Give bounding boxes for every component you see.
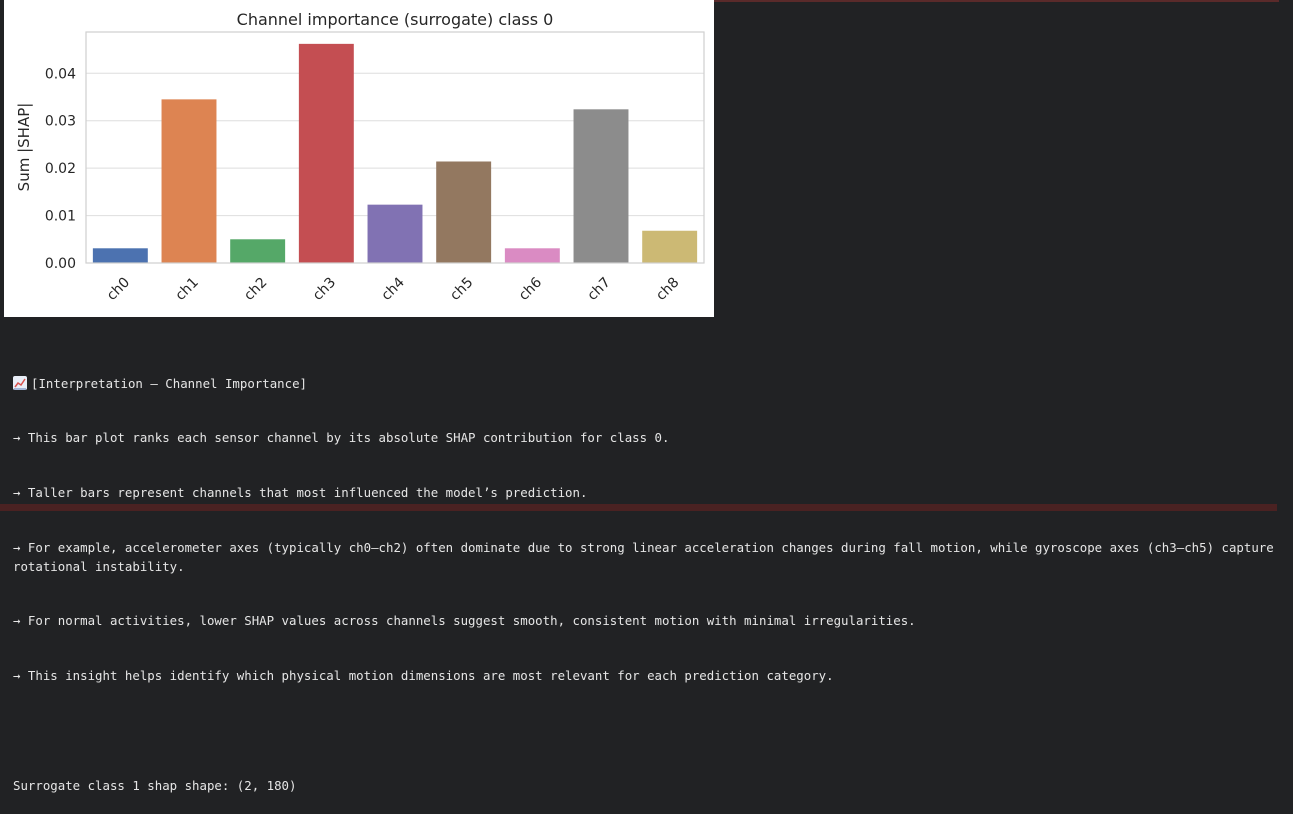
chart-figure: 0.00 0.01 0.02 0.03 0.04 ch0 ch1 ch2 ch3 ch4 ch5 c… xyxy=(4,0,714,317)
bar-ch1 xyxy=(161,99,217,263)
output-line: → For example, accelerometer axes (typic… xyxy=(13,540,1282,574)
x-tick-label: ch4 xyxy=(378,274,407,303)
plot-frame xyxy=(85,31,705,264)
interpretation-heading: [Interpretation – Channel Importance] xyxy=(13,375,1278,393)
y-tick-label: 0.01 xyxy=(45,209,76,225)
shap-shape-line: Surrogate class 1 shap shape: (2, 180) xyxy=(13,778,297,794)
x-tick-label: ch2 xyxy=(241,275,270,304)
output-line: → This insight helps identify which phys… xyxy=(13,668,834,684)
cell-output: [Interpretation – Channel Importance] → … xyxy=(13,338,1278,814)
interpretation-heading-text: [Interpretation – Channel Importance] xyxy=(31,375,308,391)
bar-ch3 xyxy=(298,43,354,264)
output-line: → This bar plot ranks each sensor channe… xyxy=(13,430,670,446)
x-tick-label: ch6 xyxy=(516,274,545,303)
chart-increasing-icon xyxy=(13,375,27,390)
output-line: → For normal activities, lower SHAP valu… xyxy=(13,613,916,629)
bar-ch8 xyxy=(642,230,698,263)
bar-ch5 xyxy=(436,161,492,263)
y-tick-label: 0.00 xyxy=(45,256,76,272)
bar-ch7 xyxy=(573,109,629,263)
output-line: → Taller bars represent channels that mo… xyxy=(13,485,588,501)
y-tick-label: 0.02 xyxy=(45,161,76,177)
cell-bottom-border xyxy=(0,504,1277,511)
y-tick-label: 0.04 xyxy=(45,66,76,82)
x-tick-label: ch3 xyxy=(310,275,339,304)
bar-ch2 xyxy=(230,239,286,263)
bar-ch6 xyxy=(504,248,560,263)
y-axis-label: Sum |SHAP| xyxy=(15,103,33,192)
bar-ch4 xyxy=(367,204,423,263)
bar-ch0 xyxy=(92,248,148,263)
x-tick-label: ch1 xyxy=(172,275,201,304)
x-tick-label: ch7 xyxy=(584,275,613,304)
cell-top-border xyxy=(714,0,1279,2)
chart-title: Channel importance (surrogate) class 0 xyxy=(237,10,554,29)
y-tick-label: 0.03 xyxy=(45,114,76,130)
x-tick-label: ch8 xyxy=(653,275,682,304)
blank-line xyxy=(13,722,1278,740)
x-tick-label: ch0 xyxy=(104,275,133,304)
x-tick-label: ch5 xyxy=(447,275,476,304)
bar-chart: 0.00 0.01 0.02 0.03 0.04 ch0 ch1 ch2 ch3 ch4 ch5 c… xyxy=(15,10,705,304)
